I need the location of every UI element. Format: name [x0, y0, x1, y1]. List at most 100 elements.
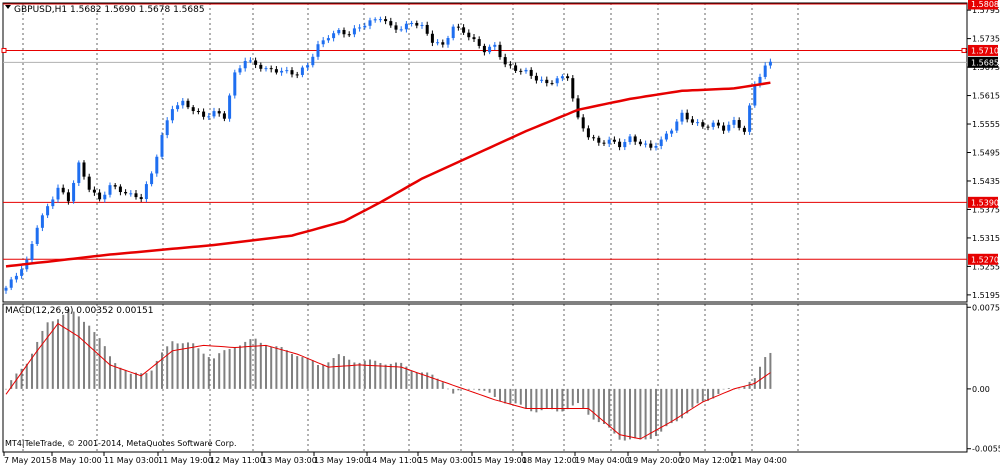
candle-body[interactable]	[269, 68, 273, 70]
candle-body[interactable]	[337, 29, 341, 34]
candle-body[interactable]	[300, 67, 304, 75]
candle-body[interactable]	[644, 143, 648, 145]
candle-body[interactable]	[40, 215, 44, 228]
candle-body[interactable]	[410, 22, 414, 24]
candle-body[interactable]	[545, 79, 549, 84]
candle-body[interactable]	[742, 127, 746, 132]
candle-body[interactable]	[462, 27, 466, 33]
candle-body[interactable]	[586, 128, 590, 138]
candle-body[interactable]	[264, 68, 268, 70]
candle-body[interactable]	[727, 124, 731, 131]
candle-body[interactable]	[46, 206, 50, 216]
candle-body[interactable]	[14, 275, 18, 280]
candle-body[interactable]	[20, 269, 24, 276]
candle-body[interactable]	[181, 100, 185, 106]
candle-body[interactable]	[664, 133, 668, 140]
candle-body[interactable]	[675, 121, 679, 131]
candle-body[interactable]	[9, 279, 13, 288]
candle-body[interactable]	[238, 68, 242, 73]
candle-body[interactable]	[233, 72, 237, 96]
candle-body[interactable]	[716, 122, 720, 126]
candle-body[interactable]	[685, 112, 689, 120]
candle-body[interactable]	[285, 70, 289, 72]
candle-body[interactable]	[332, 33, 336, 39]
candle-body[interactable]	[737, 120, 741, 128]
candle-body[interactable]	[274, 69, 278, 73]
candle-body[interactable]	[763, 65, 767, 77]
candle-body[interactable]	[306, 65, 310, 68]
candle-body[interactable]	[124, 192, 128, 194]
candle-body[interactable]	[451, 26, 455, 39]
level-handle-icon[interactable]	[961, 47, 967, 53]
candle-body[interactable]	[534, 75, 538, 81]
candle-body[interactable]	[4, 287, 8, 291]
candle-body[interactable]	[280, 70, 284, 73]
candle-body[interactable]	[519, 70, 523, 72]
candle-body[interactable]	[768, 61, 772, 66]
candle-body[interactable]	[66, 192, 70, 202]
candle-body[interactable]	[446, 38, 450, 45]
candle-body[interactable]	[35, 227, 39, 245]
candle-body[interactable]	[701, 122, 705, 127]
candle-body[interactable]	[98, 192, 102, 200]
candle-body[interactable]	[311, 56, 315, 66]
candle-body[interactable]	[753, 84, 757, 106]
candle-body[interactable]	[254, 60, 258, 65]
candles-series[interactable]	[4, 16, 772, 294]
candle-body[interactable]	[612, 139, 616, 142]
candle-body[interactable]	[72, 182, 76, 202]
candle-body[interactable]	[248, 60, 252, 62]
candle-body[interactable]	[103, 194, 107, 200]
candle-body[interactable]	[113, 185, 117, 187]
candle-body[interactable]	[61, 187, 65, 193]
candle-body[interactable]	[378, 19, 382, 21]
candle-body[interactable]	[633, 136, 637, 142]
candle-body[interactable]	[441, 42, 445, 45]
candle-body[interactable]	[436, 42, 440, 44]
candle-body[interactable]	[488, 46, 492, 53]
candle-body[interactable]	[118, 186, 122, 193]
candle-body[interactable]	[196, 111, 200, 113]
candle-body[interactable]	[363, 25, 367, 28]
candle-body[interactable]	[670, 130, 674, 134]
candle-body[interactable]	[503, 57, 507, 65]
candle-body[interactable]	[607, 139, 611, 144]
candle-body[interactable]	[628, 136, 632, 143]
candle-body[interactable]	[108, 185, 112, 195]
candle-body[interactable]	[384, 19, 388, 22]
candle-body[interactable]	[186, 100, 190, 108]
candle-body[interactable]	[170, 109, 174, 121]
candle-body[interactable]	[659, 139, 663, 147]
candle-body[interactable]	[654, 146, 658, 148]
candle-body[interactable]	[326, 38, 330, 41]
candle-body[interactable]	[514, 65, 518, 71]
candle-body[interactable]	[706, 126, 710, 128]
candle-body[interactable]	[597, 137, 601, 143]
candle-body[interactable]	[576, 98, 580, 118]
candle-body[interactable]	[508, 64, 512, 66]
candle-body[interactable]	[560, 76, 564, 79]
candle-body[interactable]	[623, 142, 627, 148]
candle-body[interactable]	[92, 189, 96, 193]
candle-body[interactable]	[649, 143, 653, 148]
candle-body[interactable]	[472, 37, 476, 40]
candle-body[interactable]	[477, 39, 481, 46]
candle-body[interactable]	[529, 69, 533, 76]
candle-body[interactable]	[316, 44, 320, 57]
candle-body[interactable]	[524, 69, 528, 72]
candle-body[interactable]	[425, 24, 429, 34]
candle-body[interactable]	[176, 105, 180, 110]
candle-body[interactable]	[82, 162, 86, 177]
candle-body[interactable]	[550, 83, 554, 85]
candle-body[interactable]	[243, 60, 247, 69]
candle-body[interactable]	[602, 142, 606, 144]
candle-body[interactable]	[212, 111, 216, 117]
candle-body[interactable]	[342, 29, 346, 35]
candle-body[interactable]	[259, 64, 263, 69]
candle-body[interactable]	[222, 113, 226, 119]
candle-body[interactable]	[415, 22, 419, 26]
candle-body[interactable]	[139, 197, 143, 200]
candle-body[interactable]	[748, 105, 752, 132]
candle-body[interactable]	[373, 19, 377, 21]
